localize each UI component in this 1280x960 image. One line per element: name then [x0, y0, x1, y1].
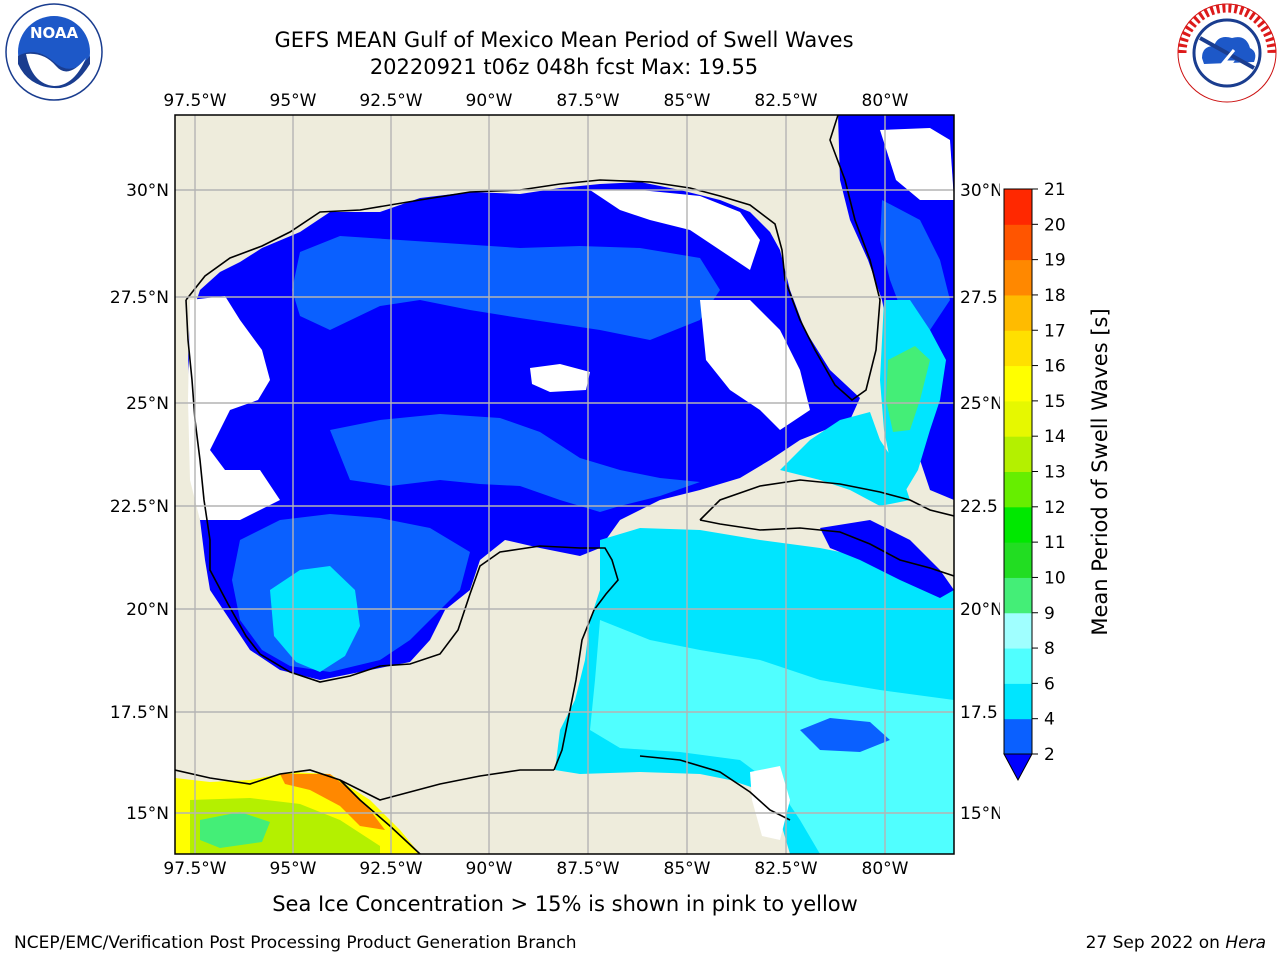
lat-label-right: 27.5 — [960, 288, 998, 308]
caribbean-east-blue — [820, 520, 954, 598]
noaa-logo-text: NOAA — [30, 24, 79, 42]
lat-label-left: 15°N — [126, 804, 169, 824]
colorbar: 2 4 6 8 9 10 11 12 13 14 15 16 17 18 19 20 21 Mean Perio… — [1003, 180, 1112, 782]
pacific-orange — [280, 774, 385, 830]
lon-label-bottom: 97.5°W — [163, 859, 226, 879]
lat-label-left: 17.5°N — [110, 703, 169, 723]
lat-label-right: 15°N — [960, 804, 1000, 824]
lat-label-left: 27.5°N — [110, 288, 169, 308]
colorbar-segment — [1004, 400, 1032, 437]
colorbar-segment — [1004, 648, 1032, 684]
lon-label-bottom: 85°W — [664, 859, 711, 879]
colorbar-segment — [1004, 436, 1032, 472]
lon-label-bottom: 82.5°W — [754, 859, 817, 879]
lat-label-right: 30°N — [960, 181, 1000, 201]
swell-zone-central — [330, 414, 700, 512]
chart-subtitle-date: 20220921 t06z 048h fcst Max: 19.55 — [369, 55, 759, 79]
colorbar-segment — [1004, 683, 1032, 720]
nodata-patch-florida — [700, 300, 810, 430]
colorbar-tick-label: 10 — [1044, 568, 1066, 588]
lon-labels: 97.5°W 95°W 92.5°W 90°W 87.5°W 85°W 82.5… — [163, 91, 908, 879]
colorbar-segment — [1004, 471, 1032, 508]
lon-label-top: 80°W — [862, 91, 909, 111]
swell-zone-north — [292, 236, 720, 340]
lon-label-bottom: 90°W — [466, 859, 513, 879]
colorbar-extend-arrow — [1004, 754, 1032, 780]
lat-label-left: 22.5°N — [110, 497, 169, 517]
pacific-green — [200, 812, 270, 848]
map: 97.5°W 95°W 92.5°W 90°W 87.5°W 85°W 82.5… — [110, 91, 1000, 879]
colorbar-tick-label: 12 — [1044, 498, 1066, 518]
gridlines — [175, 115, 954, 854]
nodata-patch-north — [590, 190, 760, 270]
lat-label-right: 25°N — [960, 394, 1000, 414]
lat-label-right: 20°N — [960, 600, 1000, 620]
colorbar-segment — [1004, 365, 1032, 402]
footer-date: 27 Sep 2022 on Hera — [1086, 933, 1266, 953]
colorbar-segment — [1004, 189, 1032, 225]
colorbar-label: Mean Period of Swell Waves [s] — [1088, 308, 1112, 635]
colorbar-segment — [1004, 330, 1032, 367]
colorbar-tick-label: 4 — [1044, 710, 1055, 730]
lon-label-top: 95°W — [270, 91, 317, 111]
lon-label-top: 90°W — [466, 91, 513, 111]
colorbar-tick-label: 21 — [1044, 180, 1066, 200]
lat-label-left: 30°N — [126, 181, 169, 201]
colorbar-tick-label: 14 — [1044, 427, 1066, 447]
map-frame — [174, 114, 955, 855]
lon-label-top: 82.5°W — [754, 91, 817, 111]
lat-label-right: 22.5 — [960, 497, 998, 517]
nodata-patch-caribbean — [750, 766, 790, 840]
nodata-patch-east — [880, 128, 954, 200]
nodata-patch-west — [188, 296, 280, 520]
swell-zone-bahamas-green — [886, 346, 930, 432]
sea-ice-note: Sea Ice Concentration > 15% is shown in … — [272, 892, 858, 916]
chart-title: GEFS MEAN Gulf of Mexico Mean Period of … — [274, 28, 854, 52]
colorbar-segment — [1004, 542, 1032, 578]
colorbar-segment — [1004, 577, 1032, 614]
lat-labels-right: 30°N 27.5 25°N 22.5 20°N 17.5 15°N — [960, 181, 1000, 824]
colorbar-segment — [1004, 224, 1032, 261]
swell-zone-channel-cyan — [780, 412, 910, 506]
colorbar-segment — [1004, 506, 1032, 543]
lon-label-top: 87.5°W — [556, 91, 619, 111]
lon-label-top: 92.5°W — [359, 91, 422, 111]
colorbar-tick-label: 16 — [1044, 357, 1066, 377]
colorbar-tick-label: 17 — [1044, 321, 1066, 341]
caribbean-light — [590, 620, 954, 854]
lat-label-left: 25°N — [126, 394, 169, 414]
lon-label-bottom: 87.5°W — [556, 859, 619, 879]
footer-host: Hera — [1225, 933, 1266, 953]
nws-logo — [1177, 3, 1277, 103]
colorbar-segment — [1004, 294, 1032, 331]
colorbar-tick-label: 11 — [1044, 533, 1066, 553]
footer-credit: NCEP/EMC/Verification Post Processing Pr… — [14, 933, 577, 953]
lon-label-bottom: 92.5°W — [359, 859, 422, 879]
footer-date-text: 27 Sep 2022 on — [1085, 933, 1220, 953]
colorbar-tick-label: 9 — [1044, 604, 1055, 624]
noaa-logo: NOAA — [5, 3, 103, 101]
lon-label-top: 85°W — [664, 91, 711, 111]
lon-label-bottom: 80°W — [862, 859, 909, 879]
lat-label-right: 17.5 — [960, 703, 998, 723]
lon-label-bottom: 95°W — [270, 859, 317, 879]
lon-label-top: 97.5°W — [163, 91, 226, 111]
colorbar-tick-label: 20 — [1044, 215, 1066, 235]
colorbar-tick-label: 15 — [1044, 392, 1066, 412]
colorbar-tick-label: 8 — [1044, 639, 1055, 659]
colorbar-tick-label: 19 — [1044, 251, 1066, 271]
nodata-patch-small — [530, 364, 590, 392]
colorbar-tick-label: 13 — [1044, 463, 1066, 483]
colorbar-segment — [1004, 718, 1032, 755]
lat-label-left: 20°N — [126, 600, 169, 620]
colorbar-segment — [1004, 259, 1032, 296]
colorbar-segment — [1004, 612, 1032, 649]
colorbar-tick-label: 6 — [1044, 674, 1055, 694]
lat-labels-left: 30°N 27.5°N 25°N 22.5°N 20°N 17.5°N 15°N — [110, 181, 169, 824]
colorbar-tick-label: 18 — [1044, 286, 1066, 306]
caribbean-mid-blue — [800, 718, 890, 752]
colorbar-tick-label: 2 — [1044, 745, 1055, 765]
